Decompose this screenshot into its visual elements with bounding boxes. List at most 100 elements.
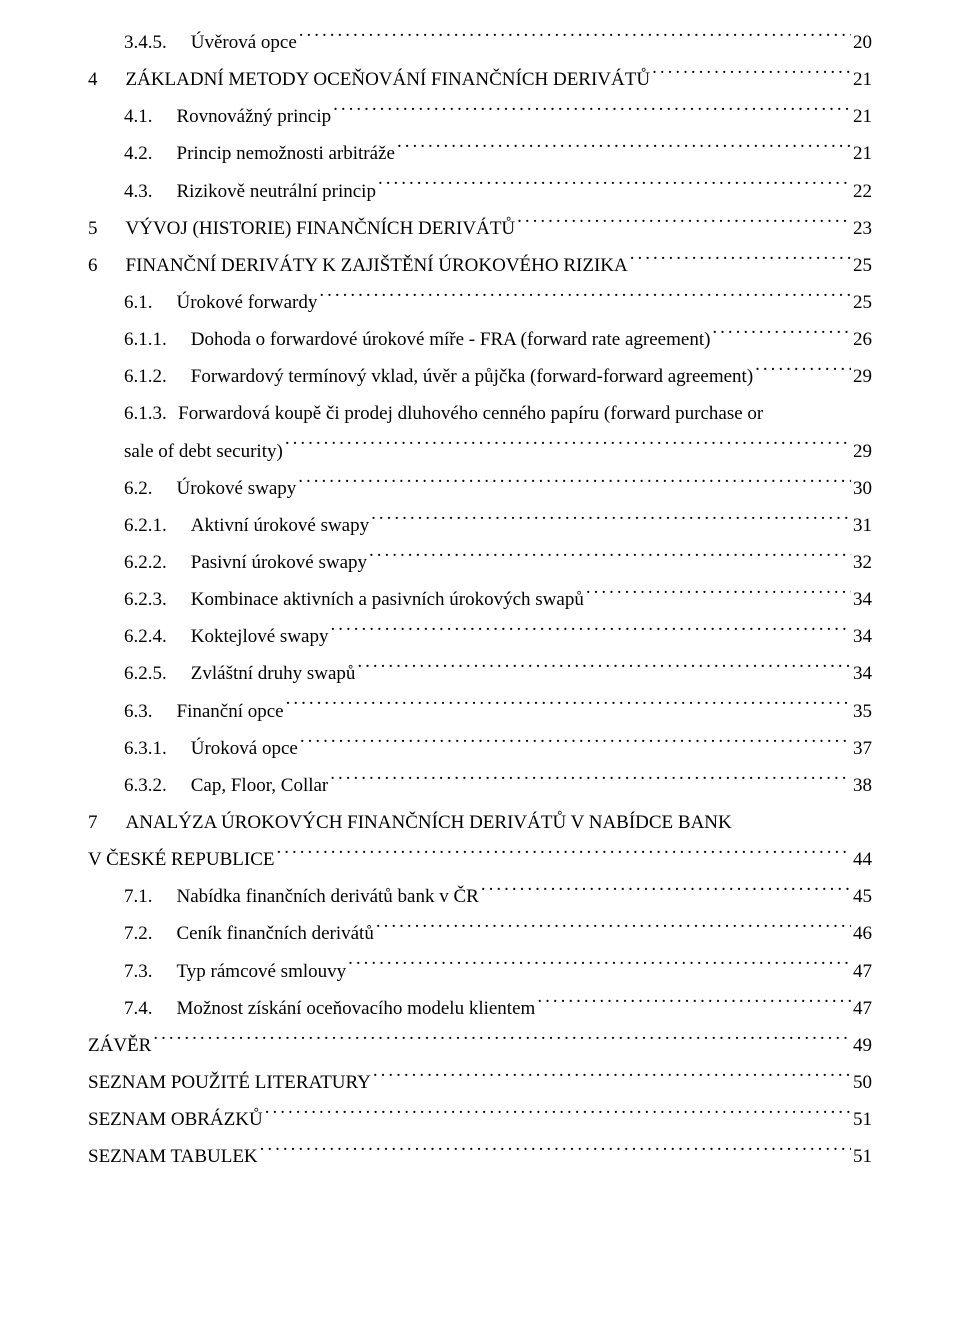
toc-entry-number: 6 bbox=[88, 248, 98, 283]
toc-entry-label: Zvláštní druhy swapů bbox=[167, 656, 356, 691]
toc-entry-label: Koktejlové swapy bbox=[167, 619, 329, 654]
toc-entry: 6.2.2.Pasivní úrokové swapy32 bbox=[88, 545, 872, 580]
toc-entry-number: 6.1.3. bbox=[124, 403, 167, 424]
toc-leaders bbox=[277, 846, 851, 865]
toc-page: { "toc": [ { "level": 1, "num": "3.4.5."… bbox=[0, 0, 960, 1342]
toc-leaders bbox=[333, 103, 851, 122]
toc-entry: 4.2.Princip nemožnosti arbitráže 21 bbox=[88, 136, 872, 171]
toc-entry-number: 6.2.5. bbox=[124, 656, 167, 691]
toc-entry-label: Úroková opce bbox=[167, 731, 298, 766]
toc-entry-page: 49 bbox=[853, 1028, 872, 1063]
toc-entry: 4ZÁKLADNÍ METODY OCEŇOVÁNÍ FINANČNÍCH DE… bbox=[88, 62, 872, 97]
toc-entry-number: 6.3. bbox=[124, 694, 153, 729]
toc-leaders bbox=[376, 920, 851, 939]
toc-entry-label: Cap, Floor, Collar bbox=[167, 768, 329, 803]
toc-entry-page: 51 bbox=[853, 1139, 872, 1174]
toc-entry-number: 4.1. bbox=[124, 99, 153, 134]
toc-entry-page: 45 bbox=[853, 879, 872, 914]
toc-leaders bbox=[397, 140, 851, 159]
toc-entry-number: 6.2.2. bbox=[124, 545, 167, 580]
toc-leaders bbox=[285, 438, 851, 457]
toc-entry-label: Úrokové swapy bbox=[153, 471, 297, 506]
toc-entry: 6.2.1.Aktivní úrokové swapy31 bbox=[88, 508, 872, 543]
toc-entry-number: 7 bbox=[88, 812, 98, 833]
toc-entry: SEZNAM TABULEK 51 bbox=[88, 1139, 872, 1174]
toc-entry: 5VÝVOJ (HISTORIE) FINANČNÍCH DERIVÁTŮ23 bbox=[88, 211, 872, 246]
toc-entry-page: 25 bbox=[853, 248, 872, 283]
toc-entry-page: 29 bbox=[853, 434, 872, 469]
toc-entry-number: 7.2. bbox=[124, 916, 153, 951]
toc-entry-number: 6.1.1. bbox=[124, 322, 167, 357]
toc-entry: 6.1.1.Dohoda o forwardové úrokové míře -… bbox=[88, 322, 872, 357]
toc-entry: 3.4.5.Úvěrová opce20 bbox=[88, 25, 872, 60]
toc-entry-continuation: V ČESKÉ REPUBLICE 44 bbox=[88, 842, 872, 877]
toc-entry-page: 37 bbox=[853, 731, 872, 766]
table-of-contents: 3.4.5.Úvěrová opce204ZÁKLADNÍ METODY OCE… bbox=[88, 25, 872, 1174]
toc-entry-page: 23 bbox=[853, 211, 872, 246]
toc-entry-page: 22 bbox=[853, 174, 872, 209]
toc-entry-page: 21 bbox=[853, 62, 872, 97]
toc-entry-number: 4.3. bbox=[124, 174, 153, 209]
toc-entry-label: VÝVOJ (HISTORIE) FINANČNÍCH DERIVÁTŮ bbox=[98, 211, 516, 246]
toc-entry: 6.1.2.Forwardový termínový vklad, úvěr a… bbox=[88, 359, 872, 394]
toc-entry-page: 21 bbox=[853, 99, 872, 134]
toc-leaders bbox=[330, 772, 851, 791]
toc-entry: 6FINANČNÍ DERIVÁTY K ZAJIŠTĚNÍ ÚROKOVÉHO… bbox=[88, 248, 872, 283]
toc-entry-label: Kombinace aktivních a pasivních úrokovýc… bbox=[167, 582, 584, 617]
toc-entry-label: ANALÝZA ÚROKOVÝCH FINANČNÍCH DERIVÁTŮ V … bbox=[98, 812, 732, 833]
toc-entry-label: Úrokové forwardy bbox=[153, 285, 318, 320]
toc-entry-label: Rizikově neutrální princip bbox=[153, 174, 376, 209]
toc-entry-number: 4 bbox=[88, 62, 98, 97]
toc-entry-page: 47 bbox=[853, 954, 872, 989]
toc-entry-number: 6.1. bbox=[124, 285, 153, 320]
toc-entry: ZÁVĚR49 bbox=[88, 1028, 872, 1063]
toc-entry-page: 44 bbox=[853, 842, 872, 877]
toc-entry-label: ZÁKLADNÍ METODY OCEŇOVÁNÍ FINANČNÍCH DER… bbox=[98, 62, 651, 97]
toc-leaders bbox=[755, 363, 851, 382]
toc-entry-page: 47 bbox=[853, 991, 872, 1026]
toc-entry-label: Forwardová koupě či prodej dluhového cen… bbox=[167, 403, 764, 424]
toc-entry-page: 46 bbox=[853, 916, 872, 951]
toc-entry: 6.1.3.Forwardová koupě či prodej dluhové… bbox=[88, 396, 872, 431]
toc-entry-page: 26 bbox=[853, 322, 872, 357]
toc-entry-label: Rovnovážný princip bbox=[153, 99, 332, 134]
toc-leaders bbox=[298, 475, 851, 494]
toc-entry-label: FINANČNÍ DERIVÁTY K ZAJIŠTĚNÍ ÚROKOVÉHO … bbox=[98, 248, 628, 283]
toc-entry-number: 7.3. bbox=[124, 954, 153, 989]
toc-leaders bbox=[371, 512, 851, 531]
toc-leaders bbox=[652, 66, 851, 85]
toc-entry-label: Forwardový termínový vklad, úvěr a půjčk… bbox=[167, 359, 753, 394]
toc-entry-number: 4.2. bbox=[124, 136, 153, 171]
toc-entry-page: 21 bbox=[853, 136, 872, 171]
toc-entry-label: sale of debt security) bbox=[124, 434, 283, 469]
toc-entry-page: 32 bbox=[853, 545, 872, 580]
toc-entry: 7.1.Nabídka finančních derivátů bank v Č… bbox=[88, 879, 872, 914]
toc-entry: 6.2.Úrokové swapy30 bbox=[88, 471, 872, 506]
toc-leaders bbox=[630, 252, 851, 271]
toc-entry: SEZNAM OBRÁZKŮ51 bbox=[88, 1102, 872, 1137]
toc-entry-page: 34 bbox=[853, 619, 872, 654]
toc-entry: 6.2.5.Zvláštní druhy swapů34 bbox=[88, 656, 872, 691]
toc-entry-label: Úvěrová opce bbox=[167, 25, 297, 60]
toc-leaders bbox=[319, 289, 851, 308]
toc-entry-label: SEZNAM TABULEK bbox=[88, 1139, 258, 1174]
toc-entry-number: 6.3.1. bbox=[124, 731, 167, 766]
toc-leaders bbox=[299, 29, 851, 48]
toc-entry-number: 7.1. bbox=[124, 879, 153, 914]
toc-entry-label: Princip nemožnosti arbitráže bbox=[153, 136, 395, 171]
toc-leaders bbox=[373, 1069, 851, 1088]
toc-entry-number: 6.3.2. bbox=[124, 768, 167, 803]
toc-entry-label: SEZNAM POUŽITÉ LITERATURY bbox=[88, 1065, 371, 1100]
toc-entry-page: 25 bbox=[853, 285, 872, 320]
toc-entry-label: Možnost získání oceňovacího modelu klien… bbox=[153, 991, 536, 1026]
toc-entry: 6.3.Finanční opce35 bbox=[88, 694, 872, 729]
toc-entry-label: Aktivní úrokové swapy bbox=[167, 508, 369, 543]
toc-leaders bbox=[369, 549, 851, 568]
toc-entry: 6.3.1.Úroková opce 37 bbox=[88, 731, 872, 766]
toc-entry-page: 34 bbox=[853, 582, 872, 617]
toc-entry-label: V ČESKÉ REPUBLICE bbox=[88, 842, 275, 877]
toc-entry-page: 30 bbox=[853, 471, 872, 506]
toc-entry-label: Dohoda o forwardové úrokové míře - FRA (… bbox=[167, 322, 711, 357]
toc-entry-page: 51 bbox=[853, 1102, 872, 1137]
toc-entry: 4.1.Rovnovážný princip 21 bbox=[88, 99, 872, 134]
